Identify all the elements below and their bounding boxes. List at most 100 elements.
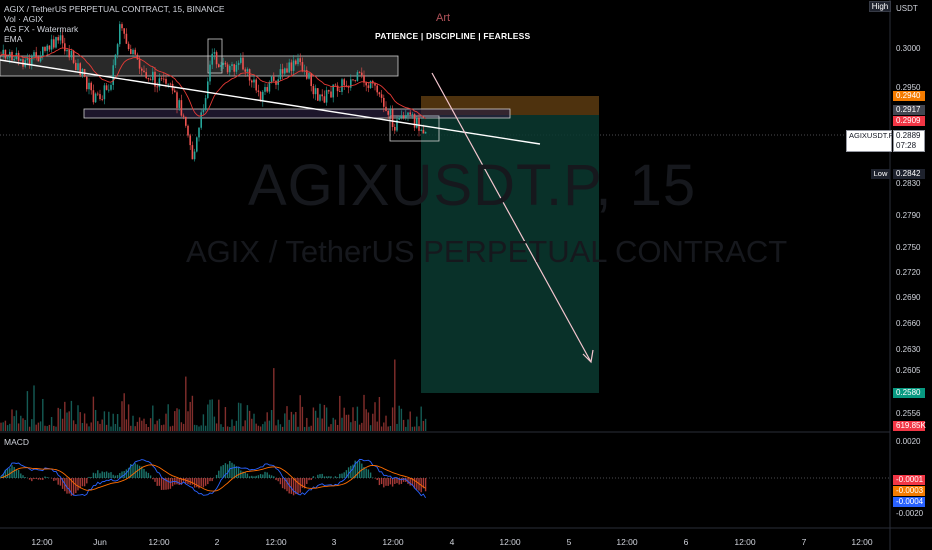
volume-bar bbox=[39, 421, 42, 431]
volume-bar bbox=[292, 414, 295, 431]
projection-arrow[interactable] bbox=[431, 72, 592, 363]
volume-bars bbox=[0, 359, 427, 431]
current-price-box: 0.2889 07:28 bbox=[893, 130, 925, 152]
candle-body bbox=[240, 57, 242, 63]
macd-histogram-bar bbox=[391, 478, 394, 487]
price-tick: 0.2556 bbox=[896, 409, 921, 418]
candle-body bbox=[281, 69, 284, 74]
candle-body bbox=[402, 115, 405, 118]
candle-body bbox=[334, 84, 337, 86]
candle-body bbox=[11, 51, 13, 61]
candle-body bbox=[44, 46, 46, 51]
candle-body bbox=[248, 69, 251, 81]
volume-bar bbox=[108, 411, 110, 431]
candle-body bbox=[242, 57, 244, 70]
candle-body bbox=[365, 82, 367, 86]
candle-body bbox=[341, 79, 343, 92]
macd-histogram-bar bbox=[28, 478, 31, 480]
macd-histogram-bar bbox=[147, 472, 150, 478]
macd-histogram-bar bbox=[424, 478, 427, 492]
legend-watermark[interactable]: AG FX - Watermark bbox=[4, 24, 79, 34]
candle-body bbox=[110, 84, 112, 90]
signal-line bbox=[0, 464, 426, 492]
volume-bar bbox=[246, 405, 249, 431]
price-tick: 0.2790 bbox=[896, 211, 921, 220]
macd-histogram-bar bbox=[235, 466, 238, 478]
volume-bar bbox=[231, 419, 233, 431]
time-tick: 12:00 bbox=[734, 537, 756, 547]
volume-bar bbox=[136, 421, 139, 431]
candle-body bbox=[396, 119, 398, 131]
macd-histogram-bar bbox=[204, 478, 207, 486]
candle-body bbox=[266, 87, 268, 92]
volume-bar bbox=[226, 426, 229, 431]
candle-body bbox=[259, 91, 262, 102]
macd-histogram-bar bbox=[15, 469, 18, 478]
volume-bar bbox=[317, 417, 319, 431]
time-tick: 4 bbox=[449, 537, 455, 547]
macd-histogram-bar bbox=[141, 466, 143, 478]
candle-body bbox=[407, 112, 409, 116]
macd-histogram-bar bbox=[356, 461, 359, 478]
resistance-zone[interactable] bbox=[0, 55, 399, 77]
volume-bar bbox=[350, 422, 352, 431]
candle-body bbox=[264, 87, 266, 92]
volume-bar bbox=[215, 423, 218, 431]
name-watermark: AGIX / TetherUS PERPETUAL CONTRACT bbox=[186, 234, 788, 269]
candle-body bbox=[413, 114, 416, 128]
candle-body bbox=[57, 37, 59, 41]
volume-bar bbox=[48, 424, 51, 431]
candle-body bbox=[358, 72, 361, 73]
macd-title[interactable]: MACD bbox=[4, 437, 30, 447]
macd-histogram-bar bbox=[180, 478, 183, 485]
volume-bar bbox=[37, 422, 40, 431]
volume-bar bbox=[90, 422, 92, 431]
candle-body bbox=[134, 49, 136, 55]
volume-bar bbox=[101, 419, 103, 431]
candle-body bbox=[86, 76, 88, 90]
volume-bar bbox=[319, 403, 321, 431]
brand-label: Art bbox=[436, 12, 451, 24]
volume-bar bbox=[409, 411, 411, 431]
macd-histogram-bar bbox=[336, 477, 339, 478]
volume-bar bbox=[301, 406, 304, 431]
price-tick: 0.3000 bbox=[896, 44, 921, 53]
volume-bar bbox=[185, 376, 187, 431]
candle-body bbox=[33, 52, 35, 57]
candle-body bbox=[235, 65, 238, 72]
volume-bar bbox=[88, 426, 90, 431]
macd-histogram-bar bbox=[171, 478, 174, 487]
legend-symbol[interactable]: AGIX / TetherUS PERPETUAL CONTRACT, 15, … bbox=[4, 4, 225, 14]
volume-bar bbox=[270, 410, 273, 431]
candle-body bbox=[292, 60, 295, 71]
macd-histogram-bar bbox=[339, 473, 341, 478]
legend-ema[interactable]: EMA bbox=[4, 34, 23, 44]
volume-bar bbox=[383, 422, 385, 431]
macd-histogram-bar bbox=[202, 478, 205, 488]
legend-volume[interactable]: Vol · AGIX bbox=[4, 14, 44, 24]
take-profit-zone[interactable] bbox=[421, 115, 599, 393]
volume-bar bbox=[369, 425, 372, 431]
volume-bar bbox=[374, 402, 376, 431]
ema-line bbox=[0, 47, 426, 119]
volume-bar bbox=[279, 424, 282, 431]
price-mode-button[interactable]: High bbox=[869, 1, 891, 12]
volume-bar bbox=[174, 411, 176, 431]
candle-body bbox=[405, 115, 407, 118]
candle-body bbox=[169, 83, 172, 85]
candle-body bbox=[66, 49, 68, 52]
macd-histogram-bar bbox=[367, 469, 370, 478]
currency-label[interactable]: USDT bbox=[896, 4, 918, 13]
volume-bar bbox=[358, 424, 361, 431]
candle-body bbox=[154, 71, 156, 87]
volume-bar bbox=[405, 426, 407, 431]
volume-bar bbox=[204, 425, 207, 431]
trendline[interactable] bbox=[0, 59, 541, 145]
support-zone[interactable] bbox=[83, 108, 511, 119]
macd-histogram-bar bbox=[101, 471, 103, 478]
volume-bar bbox=[354, 420, 356, 431]
macd-histogram-bar bbox=[376, 478, 378, 481]
peak-box[interactable] bbox=[207, 38, 223, 74]
price-tick: 0.2830 bbox=[896, 179, 921, 188]
